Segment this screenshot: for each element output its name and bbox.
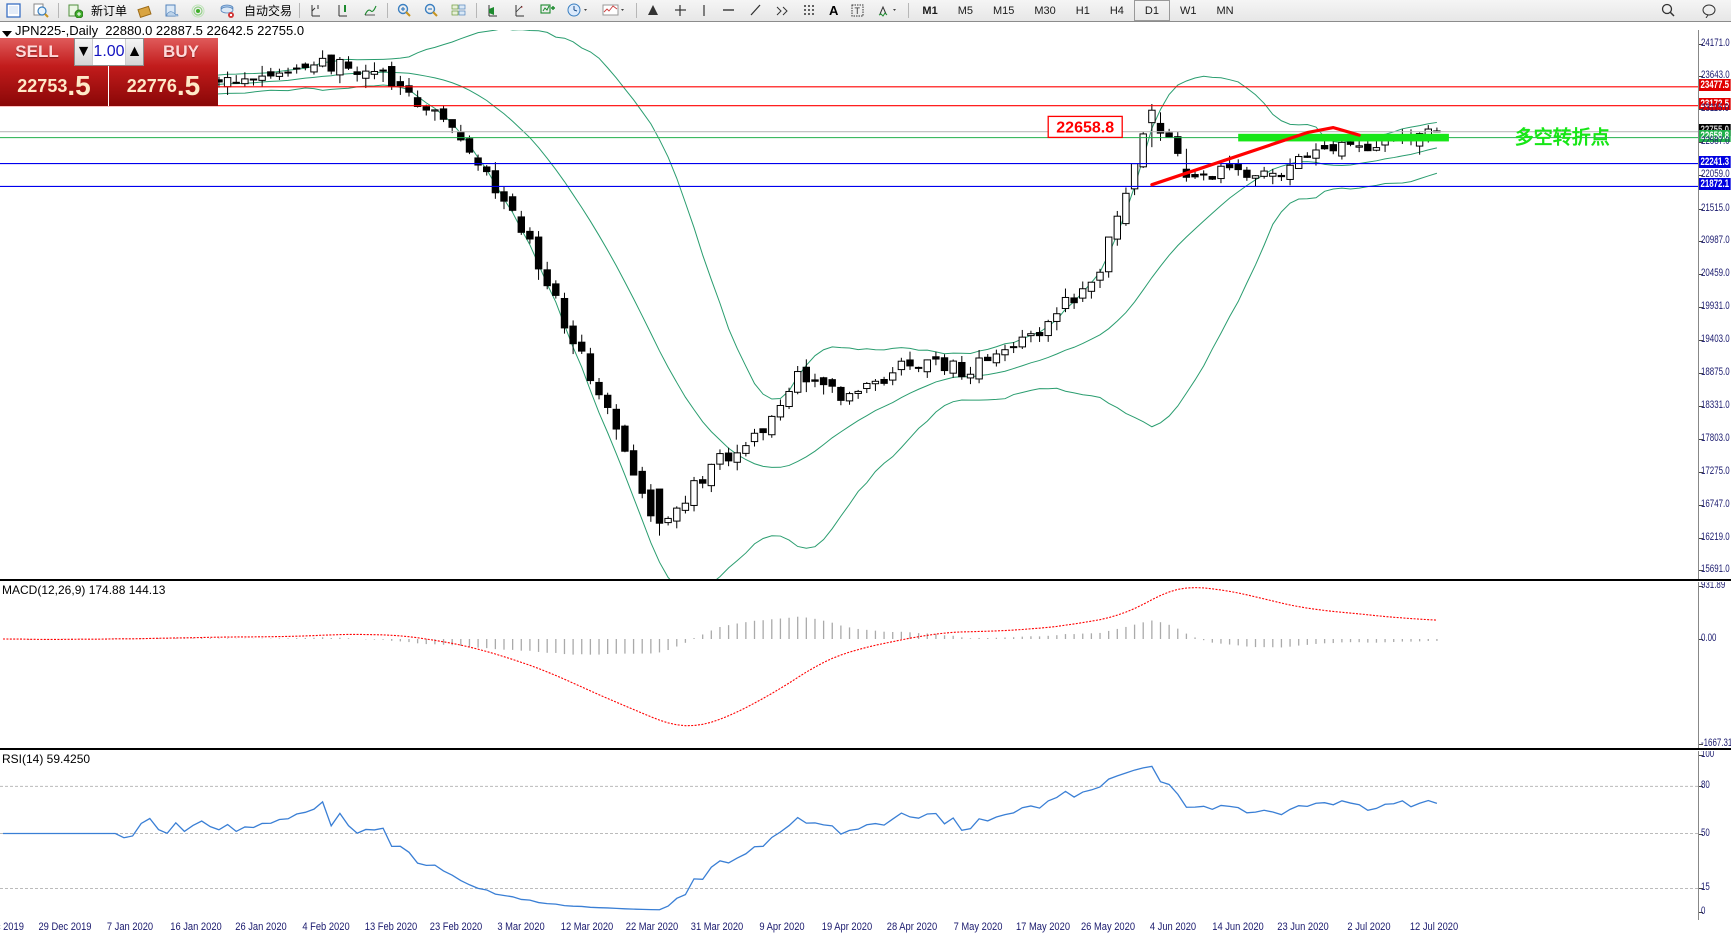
svg-text:多空转折点: 多空转折点: [1515, 126, 1610, 149]
svg-text:22658.8: 22658.8: [1056, 119, 1114, 136]
svg-text:MACD(12,26,9) 174.88 144.13: MACD(12,26,9) 174.88 144.13: [2, 583, 166, 597]
svg-text:RSI(14) 59.4250: RSI(14) 59.4250: [2, 752, 90, 766]
svg-text:T: T: [855, 6, 861, 16]
